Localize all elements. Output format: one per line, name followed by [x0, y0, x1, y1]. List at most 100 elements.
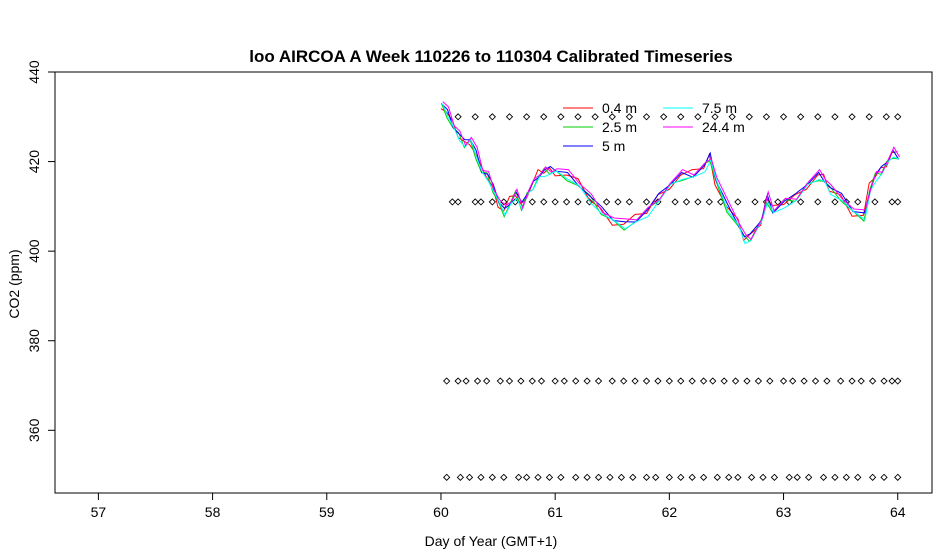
marker-point: [865, 113, 873, 121]
y-tick-label: 380: [26, 329, 42, 353]
marker-point: [699, 377, 708, 385]
marker-point: [454, 113, 462, 121]
marker-point: [473, 377, 482, 385]
marker-point: [762, 113, 771, 121]
x-tick-label: 59: [319, 504, 335, 520]
marker-point: [557, 113, 565, 121]
marker-point: [522, 113, 531, 121]
marker-point: [505, 377, 514, 385]
marker-point: [572, 377, 580, 385]
x-tick-label: 63: [776, 504, 792, 520]
marker-point: [642, 198, 651, 206]
marker-point: [848, 377, 856, 385]
y-tick-label: 400: [26, 239, 42, 263]
series-line-0-4-m: [440, 108, 898, 242]
marker-point: [831, 473, 839, 481]
marker-point: [443, 377, 451, 385]
marker-point: [500, 473, 508, 481]
marker-point: [483, 377, 491, 385]
marker-point: [728, 113, 736, 121]
marker-point: [677, 377, 685, 385]
y-tick-label: 420: [26, 150, 42, 174]
marker-point: [614, 198, 622, 206]
marker-point: [882, 113, 890, 121]
marker-point: [443, 473, 451, 481]
marker-point: [880, 377, 888, 385]
plot-border: [54, 71, 933, 494]
marker-point: [797, 113, 805, 121]
x-axis: 57 58 59 60 61 62 63 64: [91, 493, 906, 520]
series-line-2-5-m: [440, 102, 899, 243]
marker-point: [642, 377, 651, 385]
marker-point: [699, 473, 708, 481]
marker-point: [805, 473, 813, 481]
marker-point: [711, 113, 719, 121]
legend-label: 7.5 m: [702, 100, 737, 116]
marker-point: [743, 377, 751, 385]
marker-point: [540, 198, 548, 206]
marker-point: [831, 113, 839, 121]
marker-point: [583, 377, 591, 385]
marker-point: [477, 198, 485, 206]
marker-point: [665, 473, 673, 481]
marker-point: [785, 473, 793, 481]
chart-title: loo AIRCOA A Week 110226 to 110304 Calib…: [249, 47, 732, 66]
marker-point: [608, 113, 616, 121]
marker-point: [551, 377, 559, 385]
marker-point: [551, 198, 559, 206]
marker-point: [660, 113, 668, 121]
marker-point: [448, 198, 457, 206]
x-tick-label: 60: [433, 504, 449, 520]
marker-point: [557, 473, 565, 481]
marker-point: [522, 473, 531, 481]
marker-point: [797, 198, 805, 206]
marker-point: [694, 113, 702, 121]
marker-point: [682, 198, 691, 206]
x-tick-label: 62: [662, 504, 678, 520]
marker-point: [574, 198, 582, 206]
marker-point: [880, 473, 888, 481]
y-axis: 360 380 400 420 440: [26, 60, 55, 442]
marker-point: [671, 198, 679, 206]
marker-point: [583, 473, 591, 481]
marker-point: [751, 198, 759, 206]
marker-point: [537, 377, 546, 385]
marker-point: [894, 473, 902, 481]
x-tick-label: 58: [205, 504, 221, 520]
marker-point: [831, 198, 839, 206]
series-lines: [440, 101, 901, 245]
marker-point: [496, 377, 504, 385]
marker-point: [857, 377, 865, 385]
marker-point: [819, 473, 828, 481]
marker-point: [677, 113, 685, 121]
marker-point: [462, 377, 470, 385]
marker-point: [488, 113, 496, 121]
marker-point: [654, 377, 662, 385]
marker-point: [591, 113, 599, 121]
marker-point: [608, 377, 616, 385]
marker-point: [625, 113, 634, 121]
marker-point: [677, 473, 685, 481]
marker-point: [594, 377, 603, 385]
marker-point: [725, 473, 733, 481]
marker-point: [894, 198, 902, 206]
marker-point: [731, 377, 740, 385]
x-tick-label: 61: [547, 504, 563, 520]
y-axis-label: CO2 (ppm): [6, 249, 22, 318]
marker-point: [454, 198, 462, 206]
marker-point: [754, 377, 763, 385]
marker-point: [471, 113, 479, 121]
marker-point: [688, 473, 696, 481]
marker-point: [688, 377, 696, 385]
marker-point: [477, 473, 485, 481]
marker-point: [594, 473, 603, 481]
marker-point: [854, 473, 862, 481]
marker-point: [868, 377, 877, 385]
series-line-5-m: [441, 103, 900, 238]
marker-point: [709, 377, 717, 385]
plot-area: [54, 71, 933, 494]
marker-point: [574, 113, 582, 121]
marker-point: [642, 473, 651, 481]
marker-point: [631, 377, 639, 385]
marker-point: [823, 377, 831, 385]
